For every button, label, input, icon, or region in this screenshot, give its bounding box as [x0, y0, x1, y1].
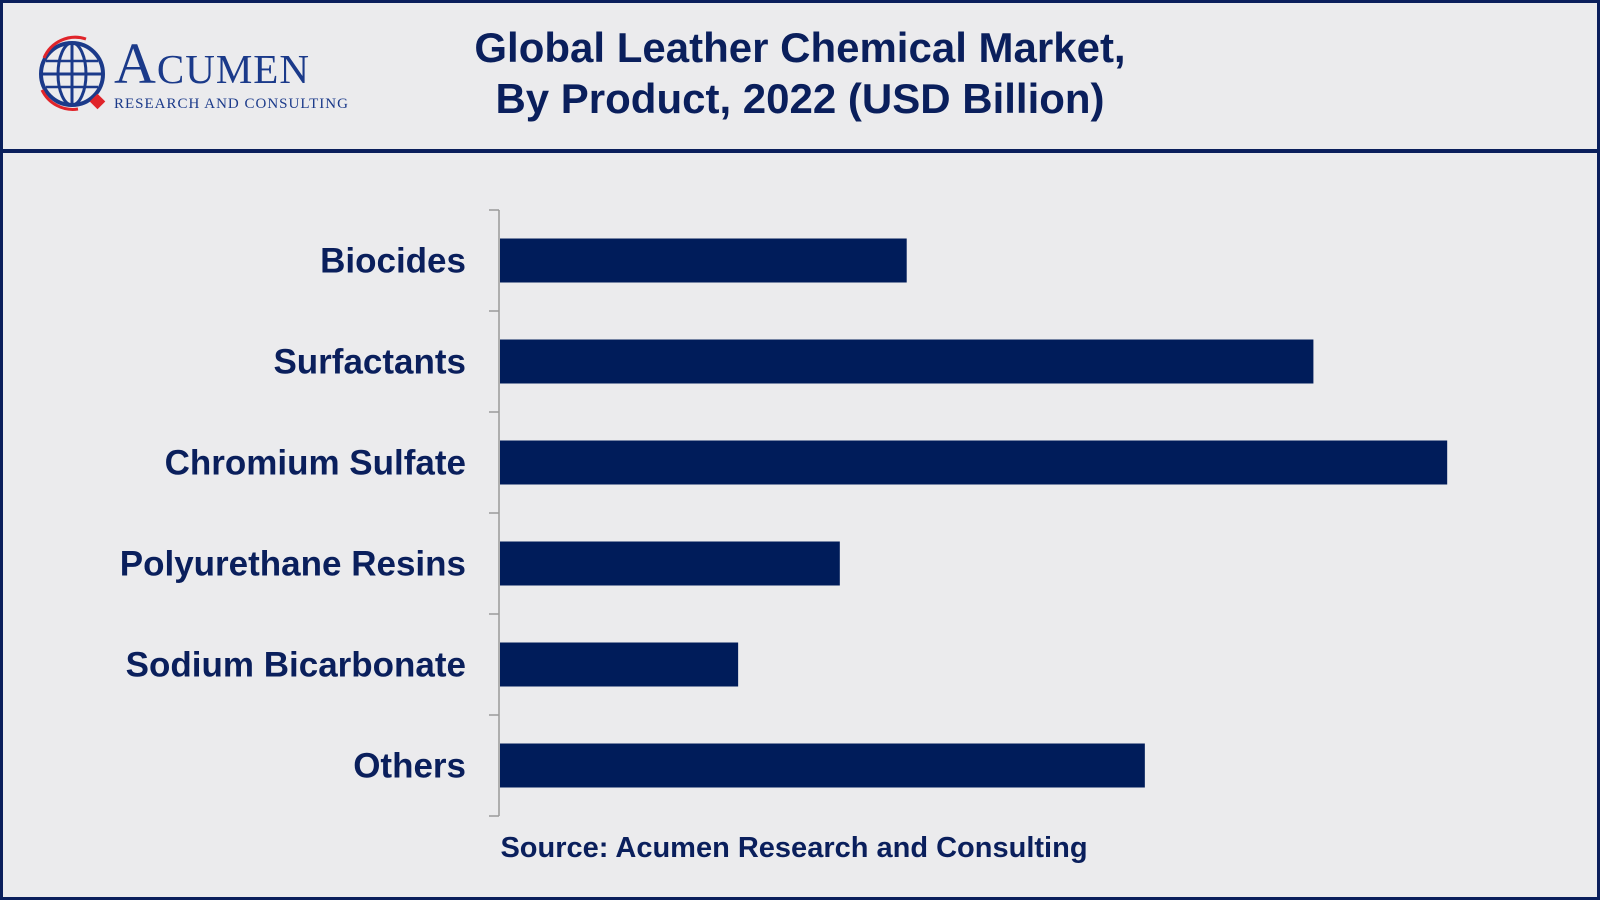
category-label: Biocides: [320, 242, 466, 281]
bar: [500, 541, 840, 586]
category-label: Surfactants: [273, 343, 466, 382]
bar: [500, 642, 739, 687]
category-label: Chromium Sulfate: [165, 444, 466, 483]
bar: [500, 238, 907, 283]
bar: [500, 440, 1448, 485]
bar: [500, 743, 1145, 788]
source-note: Source: Acumen Research and Consulting: [500, 832, 1088, 864]
header: Acumen RESEARCH AND CONSULTING Global Le…: [0, 0, 1600, 153]
brand-name: Acumen: [114, 31, 310, 96]
category-label: Others: [353, 747, 466, 786]
title-line-2: By Product, 2022 (USD Billion): [495, 75, 1105, 122]
globe-icon: [39, 35, 106, 111]
chart-title: Global Leather Chemical Market, By Produ…: [400, 22, 1200, 124]
title-line-1: Global Leather Chemical Market,: [474, 24, 1126, 71]
acumen-logo: Acumen RESEARCH AND CONSULTING: [34, 31, 364, 114]
brand-subtitle: RESEARCH AND CONSULTING: [114, 96, 349, 112]
bar: [500, 339, 1314, 384]
category-label: Polyurethane Resins: [120, 545, 466, 584]
category-label: Sodium Bicarbonate: [126, 646, 466, 685]
